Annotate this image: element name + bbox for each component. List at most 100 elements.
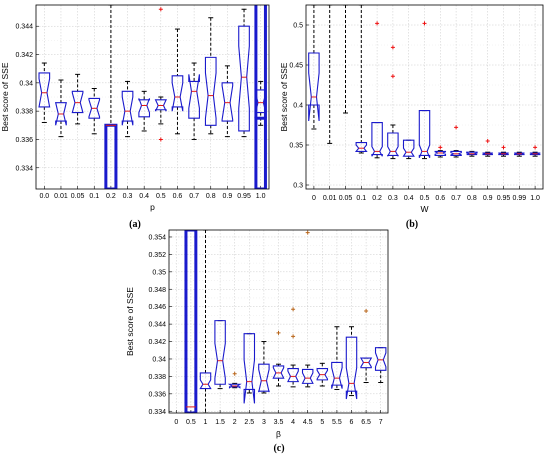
y-axis-label: Best score of SSE [0,62,10,131]
y-tick-label: 0.352 [148,252,166,259]
box [171,75,184,112]
x-tick-label: 2.5 [244,419,254,426]
x-axis-label: p [150,202,155,212]
x-tick-label: 0.4 [139,193,149,200]
box [204,56,217,126]
x-tick-label: 0.05 [71,193,85,200]
x-tick-label: 1.5 [215,419,225,426]
x-tick-label: 7 [379,419,383,426]
x-tick-label: 0.1 [89,193,99,200]
box [371,122,383,157]
panel-label: (b) [406,219,418,230]
y-tick-label: 0.344 [15,24,33,31]
y-tick-label: 0.354 [148,234,166,241]
panel-c: 0.334 0.336 0.338 0.34 0.342 0.344 0.346 0.348 0… [125,229,389,454]
x-tick-label: 0.0 [39,193,49,200]
grid [306,5,543,189]
y-tick-label: 0.336 [148,391,166,398]
box [258,363,270,393]
y-tick-label: 0.348 [148,287,166,294]
x-tick-label: 3.5 [274,419,284,426]
outlier [276,330,281,335]
panel-label: (a) [129,219,141,230]
y-tick-label: 0.5 [293,23,303,30]
outlier [438,145,443,150]
x-tick-label: 0.5 [156,193,166,200]
x-tick-label: 1.0 [530,195,540,202]
box [254,116,267,189]
y-tick-label: 0.34 [152,356,166,363]
y-tick-label: 0.344 [148,322,166,329]
box [301,368,314,384]
plot-frame [35,4,270,190]
outlier [390,45,395,50]
grid [36,5,269,189]
outlier [305,230,310,235]
outlier [454,125,459,130]
box [316,368,329,381]
x-tick-label: 1.0 [256,193,266,200]
x-tick-label: 0.95 [237,193,251,200]
y-tick-label: 0.342 [15,52,33,59]
y-tick-label: 0.4 [293,103,303,110]
outlier [422,21,427,26]
box [238,25,250,132]
x-tick-label: 5.5 [332,419,342,426]
box [221,82,234,122]
plot-frame [305,4,544,190]
x-axis-label: β [276,429,281,439]
box [138,98,151,118]
box [331,361,343,389]
x-tick-label: 4.5 [303,419,313,426]
outlier [485,139,490,143]
x-tick-label: 0.99 [512,195,526,202]
x-tick-label: 0.05 [339,195,353,202]
x-tick-label: 0.7 [451,195,461,202]
outlier [291,334,296,339]
box [359,357,373,369]
y-tick-label: 0.45 [289,63,303,70]
y-tick-label: 0.35 [152,269,166,276]
box [387,132,399,157]
box [243,333,256,404]
x-tick-label: 0.1 [356,195,366,202]
boxes [38,5,267,189]
x-tick-label: 0.8 [206,193,216,200]
x-tick-label: 6 [350,419,354,426]
x-tick-label: 0.2 [106,193,116,200]
panel-a: 0.334 0.336 0.338 0.34 0.342 0.344 0.0 0.01 0.05… [0,4,270,230]
x-tick-label: 0.7 [189,193,199,200]
x-tick-label: 1 [204,419,208,426]
y-tick-label: 0.334 [148,409,166,416]
y-tick-label: 0.35 [289,143,303,150]
y-tick-label: 0.346 [148,304,166,311]
box [272,365,285,379]
x-tick-label: 4 [291,419,295,426]
box [54,102,67,126]
x-tick-label: 0.01 [54,193,68,200]
x-tick-label: 0 [174,419,178,426]
x-tick-label: 0.3 [388,195,398,202]
y-tick-label: 0.34 [19,80,33,87]
y-axis-label: Best score of SSE [125,287,135,356]
box [354,142,368,152]
y-tick-label: 0.334 [15,165,33,172]
outlier [533,145,538,150]
plot-frame [168,229,389,414]
panel-label: (c) [273,443,284,454]
x-tick-label: 5 [320,419,324,426]
box [308,52,320,122]
box [227,383,242,389]
outlier [390,74,395,79]
x-axis-label: W [420,204,428,214]
x-tick-label: 0.01 [323,195,337,202]
x-tick-label: 2 [233,419,237,426]
box [345,336,358,400]
y-tick-label: 0.338 [15,109,33,116]
box [374,347,387,371]
box [38,72,51,108]
outlier [364,309,369,314]
x-tick-label: 3 [262,419,266,426]
boxes [184,230,387,413]
outlier [232,371,237,376]
